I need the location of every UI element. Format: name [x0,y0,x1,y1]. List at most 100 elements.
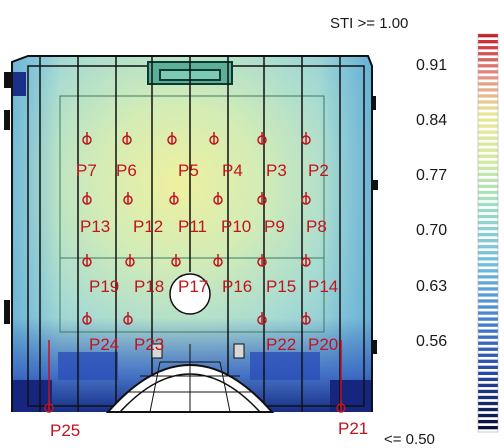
receivers: P7 P6 P5 P4 P3 P2 P13 P12 P11 P10 P9 P8 P19 P18 P17 P16… [44,132,368,440]
receiver-label: P16 [222,277,252,296]
receiver-label: P17 [178,277,208,296]
color-scale: STI >= 1.00 <= 0.50 0.91 0.84 0.77 0.70 0.63… [330,15,499,448]
scale-swatch [478,389,498,394]
scale-tick-label: 0.63 [416,278,447,295]
scale-swatch [478,383,498,388]
wall-detail [372,180,378,190]
receiver-p6: P6 [116,132,137,180]
receiver-p21: P21 [336,340,368,438]
receiver-label: P11 [178,217,207,236]
court-boundary [59,95,325,333]
scale-swatch [478,130,498,134]
scale-swatch [478,106,498,110]
scale-swatch [478,245,498,249]
scale-swatch [478,214,498,219]
wall-detail [4,110,10,130]
receiver-p11: P11 [169,192,207,236]
scale-swatch [478,257,498,261]
scale-swatch [478,347,498,351]
receiver-label: P8 [306,217,327,236]
receiver-p24: P24 [82,312,119,354]
wall-detail [4,300,10,324]
receiver-p17: P17 [171,254,208,296]
receiver-label: P6 [116,161,137,180]
receiver-p23: P23 [123,312,164,354]
scale-swatch [478,34,498,38]
scale-swatch [478,323,498,327]
scale-swatch [478,142,498,146]
scale-swatch [478,401,498,406]
scale-swatch [478,329,498,333]
scale-tick-label: 0.91 [416,57,447,74]
receiver-label: P25 [50,421,80,440]
wall-detail [372,340,377,354]
scale-swatch [478,76,498,80]
receiver-p19: P19 [82,254,119,296]
scale-swatch [478,233,498,237]
scale-swatch [478,275,498,279]
receiver-label: P10 [221,217,251,236]
receiver-p18: P18 [125,254,164,296]
receiver-p20: P20 [301,312,338,354]
scale-swatch [478,311,498,315]
receiver-p7: P7 [76,132,97,180]
scale-bar [477,33,499,433]
scale-swatch [478,70,498,74]
receiver-p25: P25 [44,340,80,440]
receiver-label: P12 [133,217,163,236]
scale-swatch [478,365,498,369]
scale-swatch [478,269,498,273]
heatmap-patch [330,380,372,412]
receiver-label: P5 [178,161,199,180]
receiver-label: P18 [134,277,164,296]
receiver-p3: P3 [257,132,287,180]
scale-swatch [478,118,498,122]
receiver-p15: P15 [257,254,296,296]
structure-lines [39,56,341,412]
scale-swatch [478,419,498,424]
receiver-label: P7 [76,161,97,180]
receiver-label: P20 [308,335,338,354]
receiver-label: P3 [266,161,287,180]
heatmap-patch [12,72,26,96]
seating-arch [105,343,275,413]
scale-top-label: STI >= 1.00 [330,15,408,32]
receiver-label: P2 [308,161,329,180]
scale-swatch [478,305,498,309]
receiver-p4: P4 [209,132,243,180]
arch-pillar [233,343,245,359]
scale-swatch [478,112,498,116]
scale-swatch [478,190,498,195]
receiver-label: P22 [266,335,296,354]
scale-swatch [478,58,498,62]
wall-details [4,72,378,354]
heatmap-patch [250,352,320,380]
receiver-p8: P8 [301,192,327,236]
scale-swatch [478,124,498,128]
receiver-label: P13 [80,217,110,236]
scale-swatch [478,425,498,430]
scale-swatch [478,263,498,267]
scale-swatch [478,341,498,345]
scale-swatch [478,88,498,92]
scale-swatch [478,335,498,339]
wall-detail [4,72,12,88]
receiver-p14: P14 [301,254,338,296]
scale-swatch [478,251,498,255]
arch-divider [149,361,161,413]
scale-swatch [478,178,498,183]
scale-swatch [478,64,498,68]
scale-swatch [478,94,498,98]
heatmap [12,56,372,412]
heatmap-patch [58,352,118,380]
scale-swatch [478,184,498,189]
scale-swatch [478,40,498,44]
receiver-label: P15 [266,277,296,296]
scale-swatch [478,317,498,321]
scale-swatch [478,82,498,86]
scale-swatch [478,359,498,363]
receiver-p16: P16 [213,254,252,296]
receiver-p22: P22 [257,312,296,354]
arch-pillar [151,343,163,359]
